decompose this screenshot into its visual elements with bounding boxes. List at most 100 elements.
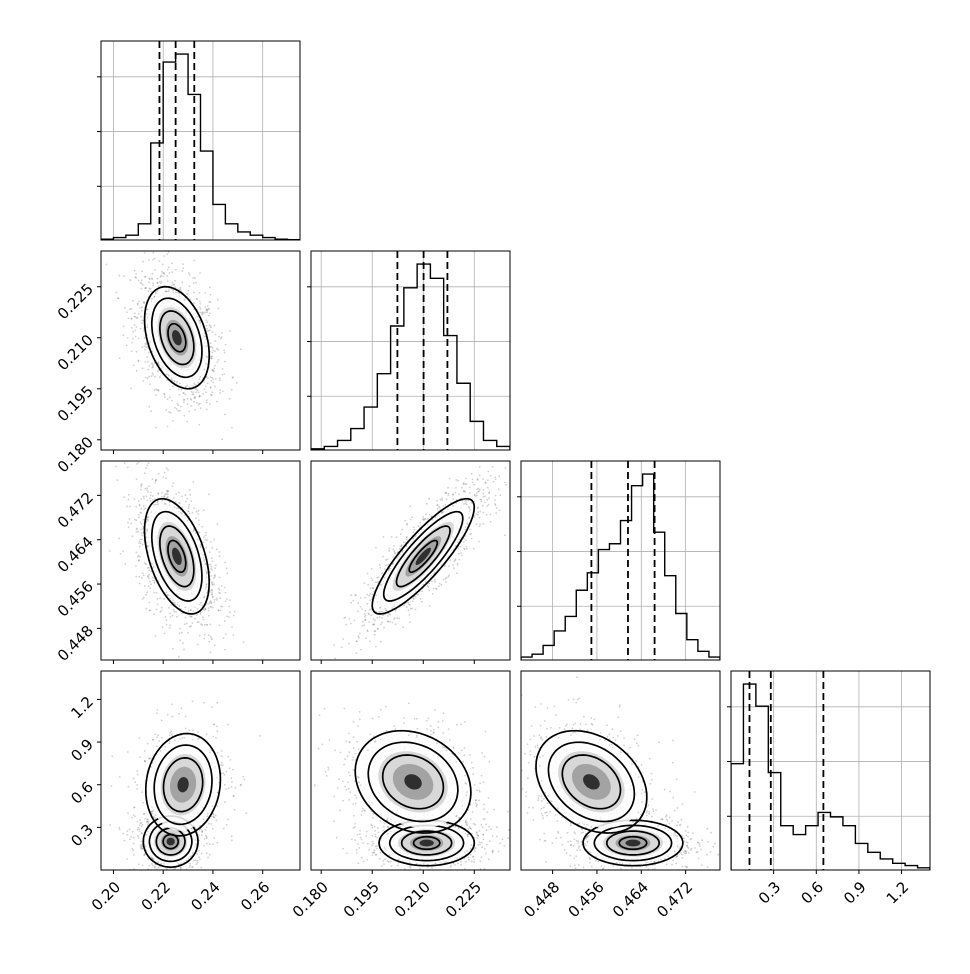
sample-point — [370, 614, 372, 616]
sample-point — [483, 489, 485, 491]
sample-point — [217, 361, 219, 363]
sample-point — [225, 592, 227, 594]
sample-point — [387, 620, 389, 622]
sample-point — [401, 529, 403, 531]
sample-point — [196, 863, 198, 865]
sample-point — [192, 277, 194, 279]
sample-point — [469, 486, 471, 488]
sample-point — [211, 346, 213, 348]
sample-point — [448, 493, 450, 495]
sample-point — [219, 597, 221, 599]
sample-point — [210, 601, 212, 603]
sample-point — [428, 583, 430, 585]
sample-point — [479, 517, 481, 519]
sample-point — [193, 260, 195, 262]
sample-point — [172, 420, 174, 422]
sample-point — [145, 594, 147, 596]
sample-point — [441, 499, 443, 501]
sample-point — [141, 483, 143, 485]
sample-point — [148, 462, 150, 464]
sample-point — [158, 473, 160, 475]
sample-point — [477, 514, 479, 516]
sample-point — [144, 287, 146, 289]
sample-point — [176, 616, 178, 618]
sample-point — [219, 555, 221, 557]
sample-point — [411, 516, 413, 518]
sample-point — [446, 498, 448, 500]
sample-point — [410, 519, 412, 521]
sample-point — [422, 516, 424, 518]
sample-point — [486, 505, 488, 507]
sample-point — [136, 478, 138, 480]
sample-point — [151, 362, 153, 364]
sample-point — [173, 609, 175, 611]
sample-point — [211, 557, 213, 559]
sample-point — [391, 536, 393, 538]
sample-point — [147, 369, 149, 371]
sample-point — [524, 491, 526, 493]
sample-point — [169, 397, 171, 399]
sample-point — [382, 611, 384, 613]
sample-point — [176, 408, 178, 410]
sample-point — [206, 345, 208, 347]
sample-point — [458, 493, 460, 495]
sample-point — [149, 383, 151, 385]
sample-point — [421, 601, 423, 603]
sample-point — [463, 548, 465, 550]
sample-point — [384, 568, 386, 570]
sample-point — [210, 636, 212, 638]
sample-point — [146, 591, 148, 593]
sample-point — [189, 863, 191, 865]
sample-point — [172, 874, 174, 876]
sample-point — [130, 522, 132, 524]
sample-point — [213, 539, 215, 541]
sample-point — [193, 507, 195, 509]
sample-point — [216, 599, 218, 601]
sample-point — [133, 837, 135, 839]
sample-point — [147, 377, 149, 379]
sample-point — [199, 301, 201, 303]
sample-point — [464, 500, 466, 502]
sample-point — [219, 577, 221, 579]
sample-point — [479, 524, 481, 526]
sample-point — [141, 346, 143, 348]
sample-point — [182, 267, 184, 269]
sample-point — [211, 355, 213, 357]
sample-point — [210, 387, 212, 389]
sample-point — [495, 495, 497, 497]
sample-point — [434, 581, 436, 583]
sample-point — [222, 391, 224, 393]
sample-point — [196, 298, 198, 300]
sample-point — [375, 646, 377, 648]
sample-point — [117, 479, 119, 481]
sample-point — [197, 621, 199, 623]
sample-point — [187, 403, 189, 405]
sample-point — [168, 289, 170, 291]
sample-point — [377, 617, 379, 619]
sample-point — [229, 611, 231, 613]
sample-point — [150, 500, 152, 502]
sample-point — [138, 837, 140, 839]
sample-point — [211, 358, 213, 360]
sample-point — [174, 381, 176, 383]
sample-point — [142, 879, 144, 881]
sample-point — [505, 484, 507, 486]
sample-point — [201, 853, 203, 855]
sample-point — [169, 624, 171, 626]
sample-point — [146, 326, 148, 328]
sample-point — [445, 578, 447, 580]
sample-point — [149, 287, 151, 289]
sample-point — [141, 841, 143, 843]
sample-point — [146, 346, 148, 348]
sample-point — [231, 626, 233, 628]
sample-point — [200, 312, 202, 314]
sample-point — [479, 475, 481, 477]
sample-point — [448, 576, 450, 578]
sample-point — [146, 537, 148, 539]
sample-point — [479, 511, 481, 513]
sample-point — [174, 407, 176, 409]
sample-point — [214, 645, 216, 647]
sample-point — [414, 529, 416, 531]
sample-point — [188, 411, 190, 413]
sample-point — [206, 319, 208, 321]
